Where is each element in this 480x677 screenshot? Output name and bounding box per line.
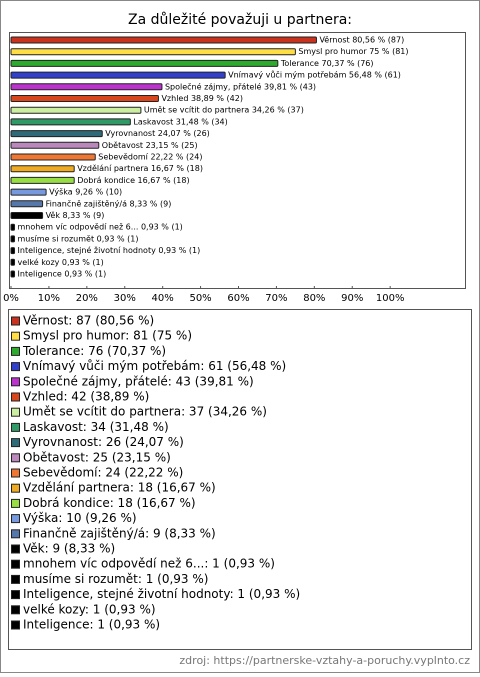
- bar: [10, 247, 16, 255]
- bar-label: Laskavost 31,48 % (34): [133, 117, 227, 126]
- legend-label: velké kozy: 1 (0,93 %): [23, 602, 156, 616]
- bar-label: Finančně zajištěný/á 8,33 % (9): [46, 198, 172, 208]
- legend-swatch: [11, 559, 20, 569]
- bar: [10, 36, 317, 44]
- bar-label: Vzdělání partnera 16,67 % (18): [77, 164, 203, 173]
- bar: [10, 106, 142, 114]
- legend-swatch: [11, 407, 20, 417]
- x-tick-label: 70%: [265, 293, 287, 304]
- bar-label: Výška 9,26 % (10): [49, 187, 122, 197]
- bar-label: Věk 8,33 % (9): [46, 211, 105, 220]
- bar-label: Umět se vcítit do partnera 34,26 % (37): [144, 106, 304, 115]
- legend-swatch: [11, 438, 20, 448]
- bar: [10, 258, 16, 266]
- x-tick-label: 0%: [3, 293, 19, 304]
- legend-swatch: [11, 316, 20, 326]
- legend-swatch: [11, 331, 20, 341]
- legend-swatch: [11, 377, 20, 387]
- bar: [10, 95, 159, 102]
- bar-label: mnohem víc odpovědí než 6... 0,93 % (1): [18, 223, 183, 232]
- legend-label: Dobrá kondice: 18 (16,67 %): [23, 496, 196, 510]
- x-tick-label: 100%: [376, 293, 405, 304]
- bar: [10, 188, 47, 196]
- bar: [10, 165, 75, 173]
- bar-label: Vyrovnanost 24,07 % (26): [105, 129, 210, 138]
- x-tick-label: 90%: [341, 293, 363, 304]
- bar: [10, 141, 100, 149]
- bar-label: Sebevědomí 22,22 % (24): [98, 153, 202, 162]
- legend-swatch: [11, 620, 20, 630]
- bar: [10, 176, 75, 184]
- legend-swatch: [11, 574, 20, 584]
- bar: [10, 59, 279, 67]
- legend-swatch: [11, 392, 20, 402]
- legend-label: Smysl pro humor: 81 (75 %): [23, 329, 192, 343]
- legend-label: musíme si rozumět: 1 (0,93 %): [23, 572, 208, 586]
- bar-label: Společné zájmy, přátelé 39,81 % (43): [165, 81, 316, 91]
- legend-label: Sebevědomí: 24 (22,22 %): [23, 466, 183, 480]
- legend-frame: [8, 309, 472, 650]
- bar-label: Obětavost 23,15 % (25): [102, 141, 198, 150]
- legend-label: Finančně zajištěný/á: 9 (8,33 %): [23, 526, 216, 540]
- legend-swatch: [11, 605, 20, 615]
- x-tick-label: 20%: [76, 293, 98, 304]
- bar-label: Tolerance 70,37 % (76): [280, 59, 374, 68]
- legend-swatch: [11, 453, 20, 463]
- legend-label: Umět se vcítit do partnera: 37 (34,26 %): [23, 405, 267, 419]
- bar: [10, 130, 103, 138]
- legend-label: Společné zájmy, přátelé: 43 (39,81 %): [23, 374, 254, 388]
- legend-swatch: [11, 362, 20, 372]
- bar: [10, 223, 16, 231]
- bar-label: Inteligence 0,93 % (1): [18, 270, 107, 279]
- source: zdroj: https://partnerske-vztahy-a-poruc…: [179, 654, 470, 667]
- legend-swatch: [11, 422, 20, 432]
- bar: [10, 212, 44, 219]
- legend-swatch: [11, 498, 20, 508]
- bar: [10, 83, 163, 91]
- legend-label: Inteligence: 1 (0,93 %): [23, 618, 160, 632]
- legend-swatch: [11, 346, 20, 356]
- legend-swatch: [11, 483, 20, 493]
- bar: [10, 71, 226, 79]
- x-tick-label: 30%: [114, 293, 136, 304]
- x-tick-label: 80%: [303, 293, 325, 304]
- x-tick-label: 50%: [189, 293, 211, 304]
- x-tick-label: 10%: [38, 293, 60, 304]
- bar: [10, 118, 131, 126]
- bar: [10, 153, 96, 161]
- legend-label: Vnímavý vůči mým potřebám: 61 (56,48 %): [23, 359, 286, 373]
- legend-swatch: [11, 468, 20, 478]
- bar-label: Smysl pro humor 75 % (81): [298, 47, 408, 56]
- legend-label: Vyrovnanost: 26 (24,07 %): [23, 435, 184, 449]
- legend-label: Obětavost: 25 (23,15 %): [23, 450, 171, 464]
- bar-label: Inteligence, stejné životní hodnoty 0,93…: [18, 245, 201, 255]
- legend-label: Laskavost: 34 (31,48 %): [23, 420, 169, 434]
- bar: [10, 48, 296, 56]
- legend-label: Vzdělání partnera: 18 (16,67 %): [23, 481, 216, 495]
- bar-label: Věrnost 80,56 % (87): [319, 36, 404, 45]
- legend-swatch: [11, 544, 20, 554]
- legend-label: Věk: 9 (8,33 %): [23, 542, 115, 556]
- legend-label: Tolerance: 76 (70,37 %): [22, 344, 166, 358]
- legend-swatch: [11, 590, 20, 600]
- x-tick-label: 40%: [152, 293, 174, 304]
- bar-label: velké kozy 0,93 % (1): [18, 257, 104, 267]
- bar-label: musíme si rozumět 0,93 % (1): [18, 234, 139, 243]
- legend-label: Inteligence, stejné životní hodnoty: 1 (…: [23, 587, 300, 601]
- chart-title: Za důležité považuji u partnera:: [128, 12, 352, 28]
- bar: [10, 200, 44, 208]
- legend-label: Vzhled: 42 (38,89 %): [23, 390, 149, 404]
- legend-label: Věrnost: 87 (80,56 %): [23, 314, 154, 328]
- legend-label: Výška: 10 (9,26 %): [23, 511, 137, 525]
- legend-swatch: [11, 514, 20, 524]
- bar-label: Vzhled 38,89 % (42): [161, 94, 243, 103]
- bar-label: Vnímavý vůči mým potřebám 56,48 % (61): [228, 70, 401, 80]
- legend-swatch: [11, 529, 20, 539]
- bar-label: Dobrá kondice 16,67 % (18): [77, 176, 189, 185]
- legend-label: mnohem víc odpovědí než 6...: 1 (0,93 %): [23, 557, 275, 571]
- bar: [10, 270, 16, 278]
- bar: [10, 235, 16, 243]
- x-tick-label: 60%: [227, 293, 249, 304]
